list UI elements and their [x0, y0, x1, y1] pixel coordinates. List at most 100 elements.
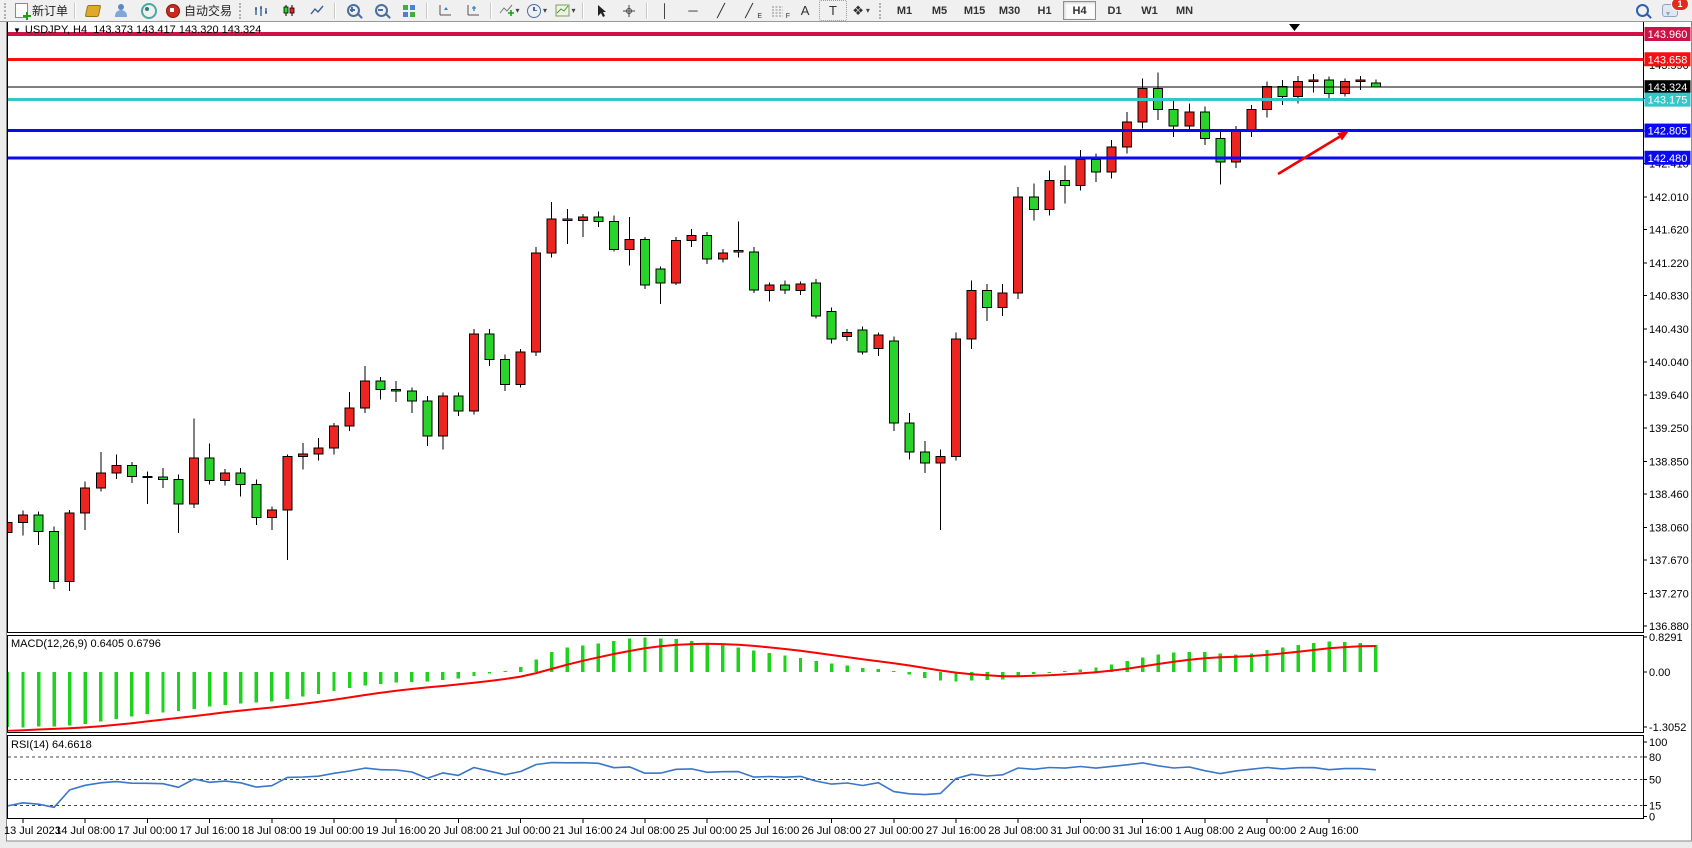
arrow-objects-icon: ❖ — [852, 3, 864, 18]
trendline-button[interactable]: ╱ — [707, 0, 735, 21]
timeframe-button-h1[interactable]: H1 — [1037, 4, 1052, 17]
candle-body — [220, 472, 231, 482]
price-level-label: 142.480 — [1648, 153, 1688, 165]
vertical-line-button[interactable]: │ — [651, 0, 679, 21]
tile-windows-button[interactable] — [395, 0, 423, 21]
candle-body — [1122, 121, 1133, 148]
candle — [468, 329, 479, 415]
new-order-button[interactable]: 新订单 — [12, 0, 71, 21]
line-chart-button[interactable] — [303, 0, 331, 21]
candle-body — [1137, 87, 1148, 123]
candle-body — [126, 464, 137, 477]
rsi-axis-label: 15 — [1649, 800, 1661, 812]
macd-axis[interactable]: 0.8291 0.00 -1.3052 — [1643, 632, 1687, 734]
macd-panel[interactable] — [7, 635, 1644, 733]
text-button[interactable]: A — [791, 0, 819, 21]
timeframe-button-w1[interactable]: W1 — [1141, 4, 1158, 17]
candle-body — [904, 422, 915, 453]
toolbar-drag-handle[interactable] — [4, 2, 10, 19]
bars-chart-button[interactable] — [247, 0, 275, 21]
candle — [80, 481, 91, 530]
timeframe-button-m15[interactable]: M15 — [963, 4, 986, 17]
candle-body — [1199, 111, 1210, 140]
price-level-label: 143.175 — [1648, 95, 1688, 107]
zoom-in-button[interactable] — [339, 0, 367, 21]
candle — [329, 422, 339, 455]
candle — [173, 474, 184, 534]
rsi-axis-label: 80 — [1649, 752, 1661, 764]
price-tick-label: 137.270 — [1649, 588, 1689, 600]
arrow-annotation[interactable] — [1277, 131, 1349, 176]
templates-button[interactable]: ▾ — [551, 0, 579, 21]
candle-body — [173, 479, 184, 505]
price-panel[interactable] — [7, 21, 1644, 633]
candle-body — [515, 351, 526, 385]
candle — [919, 441, 930, 474]
time-tick-label: 1 Aug 08:00 — [1175, 825, 1234, 837]
equidistant-channel-icon: ╱ — [745, 3, 753, 18]
candle-body — [857, 329, 868, 353]
cursor-button[interactable] — [587, 0, 615, 21]
time-tick-label: 17 Jul 16:00 — [180, 825, 240, 837]
candle-body — [375, 380, 386, 390]
horizontal-line-button[interactable]: ─ — [679, 0, 707, 21]
candlestick-chart-button[interactable] — [275, 0, 303, 21]
price-level-label-box — [1644, 80, 1691, 95]
tile-windows-icon — [403, 4, 416, 17]
timeframe-button-h4[interactable]: H4 — [1063, 1, 1097, 20]
crosshair-button[interactable] — [615, 0, 643, 21]
candle — [515, 349, 526, 388]
candle-body — [251, 484, 262, 518]
chart-shift-marker-icon[interactable] — [1289, 24, 1300, 31]
toolbar-drag-handle[interactable] — [879, 2, 885, 19]
candle-body — [919, 451, 930, 464]
rsi-panel[interactable] — [7, 735, 1644, 819]
candle-body — [640, 239, 650, 286]
candle — [297, 442, 308, 470]
metaeditor-button[interactable] — [79, 0, 107, 21]
candle — [951, 332, 961, 461]
candle-body — [1075, 158, 1086, 186]
candle — [888, 336, 899, 432]
timeframe-button-m5[interactable]: M5 — [931, 4, 948, 17]
text-label-button[interactable]: T — [819, 0, 848, 21]
profile-button[interactable] — [107, 0, 135, 21]
candle-body — [546, 218, 557, 254]
equidistant-channel-button[interactable]: ╱ E — [735, 0, 763, 21]
candle-body — [1324, 79, 1335, 94]
time-tick-label: 27 Jul 00:00 — [864, 825, 924, 837]
arrow-head — [1337, 131, 1349, 141]
signals-button[interactable] — [135, 0, 163, 21]
auto-scroll-button[interactable] — [431, 0, 459, 21]
timeframe-button-d1[interactable]: D1 — [1107, 4, 1122, 17]
autotrading-button[interactable]: 自动交易 — [163, 0, 235, 21]
candle-body — [282, 455, 293, 511]
candle-body — [484, 333, 495, 360]
time-tick-label: 13 Jul 2023 — [4, 825, 61, 837]
notifications-button[interactable]: 1 — [1656, 0, 1689, 21]
rsi-axis-label: 0 — [1649, 812, 1655, 824]
rsi-axis[interactable]: 100 80 50 150 — [1643, 737, 1668, 824]
chart-shift-button[interactable] — [459, 0, 487, 21]
periods-button[interactable]: ▾ — [523, 0, 551, 21]
zoom-out-button[interactable] — [367, 0, 395, 21]
fibonacci-button[interactable]: F — [763, 0, 791, 21]
candle — [966, 280, 977, 350]
toolbar-drag-handle[interactable] — [239, 2, 245, 19]
candle — [437, 392, 448, 450]
timeframe-button-m30[interactable]: M30 — [998, 4, 1021, 17]
arrow-objects-button[interactable]: ❖ ▾ — [847, 0, 875, 21]
rsi-name: RSI(14) — [11, 739, 49, 751]
timeframe-button-mn[interactable]: MN — [1175, 4, 1194, 17]
timeframe-button-m1[interactable]: M1 — [896, 4, 913, 17]
candle — [453, 392, 464, 417]
indicators-button[interactable]: ▾ — [495, 0, 523, 21]
candle-body — [8, 521, 13, 533]
text-label-icon: T — [829, 3, 837, 18]
search-button[interactable] — [1628, 0, 1656, 21]
macd-values: 0.6405 0.6796 — [90, 638, 161, 650]
candle — [1184, 103, 1195, 132]
candle — [733, 221, 744, 258]
